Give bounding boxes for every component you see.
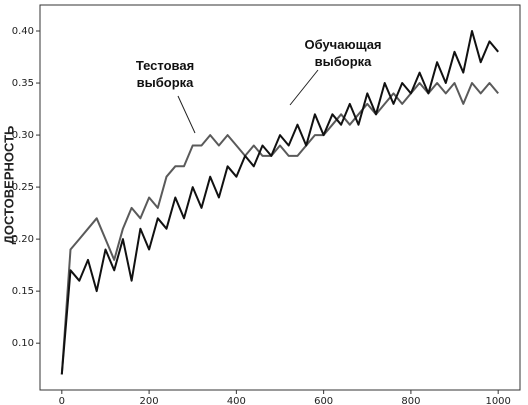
y-tick-label: 0.25 [12, 182, 34, 193]
annotation: Тестовая выборка [135, 58, 195, 90]
y-tick-label: 0.15 [12, 286, 34, 297]
x-tick-label: 600 [314, 396, 333, 405]
x-tick-label: 800 [401, 396, 420, 405]
x-tick-label: 400 [227, 396, 246, 405]
y-tick-label: 0.30 [12, 130, 34, 141]
y-axis-label: ДОСТОВЕРНОСТЬ [1, 126, 16, 245]
pointer [289, 69, 319, 106]
pointer [177, 95, 196, 134]
x-tick-label: 0 [59, 396, 65, 405]
series-line [60, 30, 499, 375]
y-tick-label: 0.35 [12, 78, 34, 89]
annotation: Обучающая выборка [304, 37, 382, 69]
y-tick-label: 0.40 [12, 26, 34, 37]
series-line [60, 82, 499, 375]
x-tick-label: 200 [140, 396, 159, 405]
x-tick-label: 1000 [485, 396, 510, 405]
plot-frame [39, 4, 521, 391]
y-tick-label: 0.20 [12, 234, 34, 245]
y-tick-label: 0.10 [12, 338, 34, 349]
